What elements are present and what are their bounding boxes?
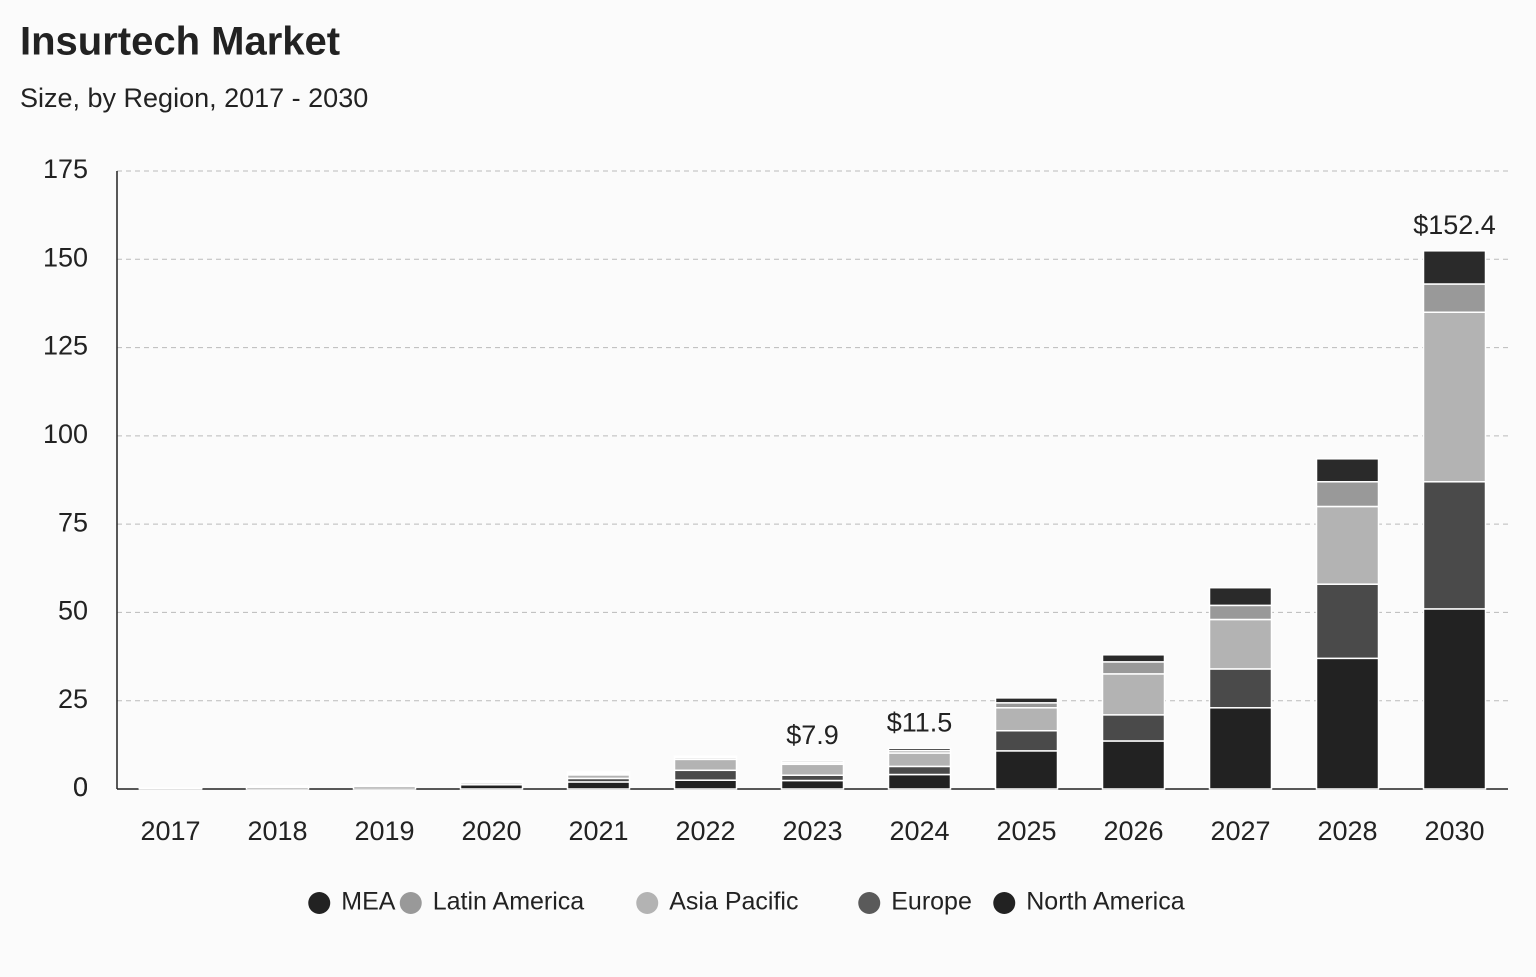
bar-segment — [1103, 662, 1165, 674]
bar-segment — [889, 753, 951, 766]
y-tick-label: 50 — [58, 596, 88, 626]
x-tick-label: 2030 — [1424, 816, 1484, 846]
bar-segment — [1210, 708, 1272, 789]
x-tick-label: 2027 — [1210, 816, 1270, 846]
bar-segment — [996, 708, 1058, 731]
x-tick-label: 2028 — [1317, 816, 1377, 846]
total-label: $152.4 — [1413, 210, 1496, 240]
bar-segment — [568, 772, 630, 773]
bar-segment — [1424, 284, 1486, 312]
bar-segment — [1424, 482, 1486, 609]
bar-segment — [1210, 669, 1272, 708]
bar-segment — [568, 782, 630, 789]
x-tick-label: 2026 — [1103, 816, 1163, 846]
bar-segment — [1317, 482, 1379, 507]
legend-label: MEA — [341, 888, 396, 916]
y-tick-label: 175 — [43, 154, 88, 184]
x-tick-label: 2020 — [461, 816, 521, 846]
y-tick-label: 75 — [58, 507, 88, 537]
bar-segment — [1424, 609, 1486, 789]
x-tick-label: 2021 — [568, 816, 628, 846]
legend-swatch — [993, 892, 1015, 914]
legend-label: North America — [1026, 888, 1184, 916]
total-label: $7.9 — [786, 720, 839, 750]
bar-segment — [675, 780, 737, 789]
x-tick-label: 2022 — [675, 816, 735, 846]
legend-swatch — [308, 892, 330, 914]
bar-segment — [1424, 251, 1486, 284]
y-tick-label: 125 — [43, 331, 88, 361]
x-tick-label: 2018 — [247, 816, 307, 846]
y-tick-label: 0 — [73, 772, 88, 802]
bar-segment — [782, 761, 844, 763]
bar-segment — [889, 748, 951, 750]
bar-segment — [1210, 588, 1272, 606]
x-tick-label: 2025 — [996, 816, 1056, 846]
y-tick-label: 25 — [58, 684, 88, 714]
x-tick-label: 2023 — [782, 816, 842, 846]
legend-swatch — [858, 892, 880, 914]
x-tick-label: 2019 — [354, 816, 414, 846]
bar-segment — [1317, 459, 1379, 482]
bar-segment — [889, 775, 951, 789]
legend-label: Asia Pacific — [669, 888, 798, 916]
bar-segment — [996, 751, 1058, 789]
legend-label: Europe — [891, 888, 972, 916]
bar-segment — [1103, 674, 1165, 715]
bar-segment — [1317, 584, 1379, 658]
chart-subtitle: Size, by Region, 2017 - 2030 — [20, 83, 368, 113]
bar-segment — [1210, 619, 1272, 668]
bar-segment — [675, 759, 737, 770]
chart-title: Insurtech Market — [20, 20, 340, 64]
y-tick-label: 150 — [43, 242, 88, 272]
legend-label: Latin America — [433, 888, 585, 916]
bar-segment — [889, 766, 951, 774]
bar-segment — [782, 775, 844, 780]
bar-segment — [1210, 605, 1272, 619]
bar-segment — [675, 770, 737, 780]
bar-segment — [996, 731, 1058, 751]
bar-segment — [1103, 741, 1165, 789]
bar-segment — [1424, 312, 1486, 482]
bar-segment — [1103, 655, 1165, 662]
y-tick-label: 100 — [43, 419, 88, 449]
x-tick-label: 2024 — [889, 816, 949, 846]
total-label: $11.5 — [887, 708, 953, 738]
legend-swatch — [400, 892, 422, 914]
x-tick-label: 2017 — [140, 816, 200, 846]
bar-segment — [1103, 715, 1165, 741]
bar-segment — [996, 698, 1058, 703]
bar-segment — [1317, 658, 1379, 789]
bar-segment — [782, 781, 844, 789]
bar-segment — [782, 764, 844, 775]
bar-segment — [675, 756, 737, 757]
legend-swatch — [636, 892, 658, 914]
bar-segment — [1317, 506, 1379, 584]
